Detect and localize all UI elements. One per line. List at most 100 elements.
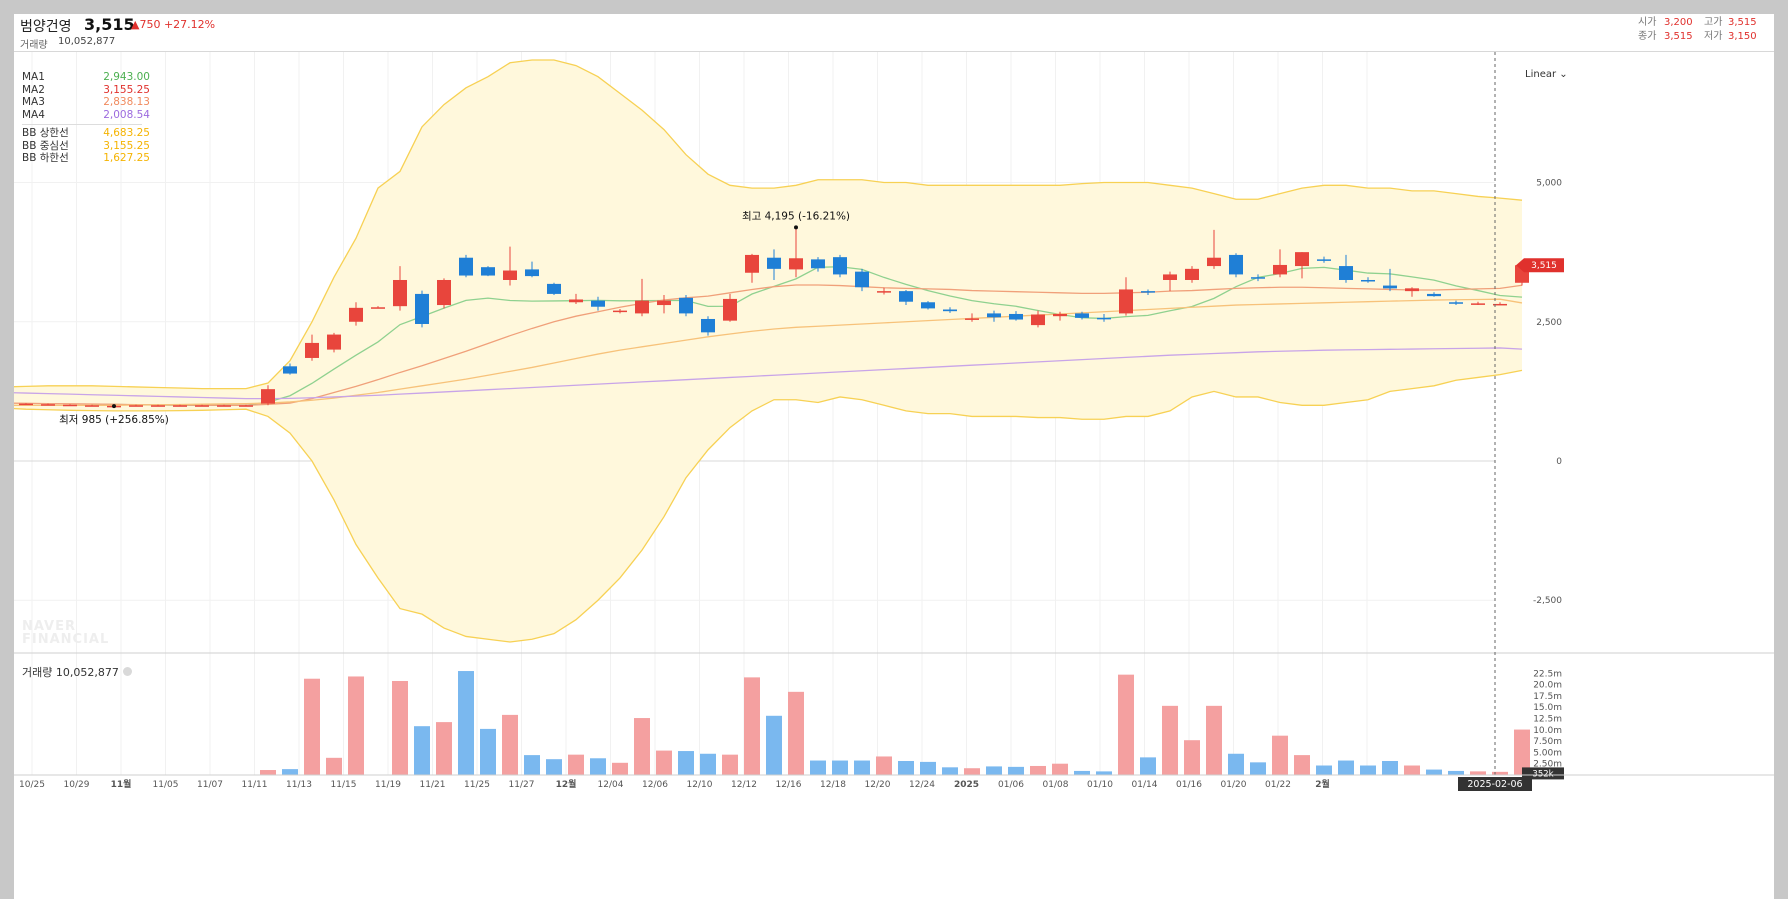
chart-frame: 범양건영 3,515 ▲750 +27.12% 거래량 10,052,877 시… (14, 14, 1774, 899)
legend-ma-row: MA1 2,943.00 (22, 71, 150, 84)
legend-value: 4,683.25 (103, 127, 150, 139)
volume-bar (458, 671, 474, 775)
volume-tick-label: 20.0m (1533, 681, 1562, 691)
candle-body (261, 389, 275, 404)
legend-label: MA3 (22, 96, 45, 108)
candle-body (217, 405, 231, 407)
last-price-badge (1516, 258, 1564, 273)
candle-body (1163, 274, 1177, 280)
volume-bar (876, 756, 892, 775)
volume-tick-label: 2.50m (1533, 760, 1562, 770)
legend-bb-row: BB 상한선 4,683.25 (22, 127, 150, 140)
candle-body (767, 257, 781, 269)
candle-body (547, 283, 561, 294)
x-tick-label: 01/10 (1087, 780, 1113, 790)
volume-bar (1316, 765, 1332, 775)
x-tick-label: 11/25 (464, 780, 490, 790)
candle-body (899, 291, 913, 302)
candle-body (613, 310, 627, 313)
ohlc-value: 3,200 (1664, 17, 1693, 28)
legend-ma-row: MA3 2,838.13 (22, 96, 150, 109)
candle-body (987, 313, 1001, 318)
visibility-icon[interactable] (122, 667, 132, 676)
candle-body (195, 405, 209, 407)
low-annotation: 최저 985 (+256.85%) (59, 414, 169, 426)
volume-bar (1294, 755, 1310, 775)
volume-bar (986, 766, 1002, 775)
candle-body (591, 300, 605, 307)
ohlc-value: 3,515 (1664, 31, 1693, 42)
bollinger-band-fill (14, 60, 1522, 642)
legend-label: MA4 (22, 108, 45, 121)
indicator-legend: MA1 2,943.00 MA2 3,155.25 MA3 2,838.13 MA4 2,00… (22, 71, 150, 165)
legend-value: 1,627.25 (103, 152, 150, 164)
x-tick-label: 11/19 (375, 780, 401, 790)
volume-bar (1052, 763, 1068, 775)
watermark-line: FINANCIAL (22, 632, 110, 647)
volume-bar (1382, 760, 1398, 775)
stock-header: 범양건영 3,515 ▲750 +27.12% 거래량 10,052,877 시… (14, 14, 1774, 52)
candle-body (415, 293, 429, 324)
price-tick-label: 5,000 (1536, 179, 1562, 189)
volume-bar (568, 754, 584, 775)
volume-bar (898, 760, 914, 775)
volume-bar (810, 760, 826, 775)
candle-body (1383, 285, 1397, 289)
legend-label: MA1 (22, 71, 45, 83)
candle-body (305, 342, 319, 358)
x-tick-label: 11/11 (242, 780, 268, 790)
candle-body (1317, 259, 1331, 261)
volume-bar (1272, 735, 1288, 775)
x-tick-label: 12/12 (731, 780, 757, 790)
candle-body (1295, 252, 1309, 267)
x-tick-label: 11/05 (153, 780, 179, 790)
candle-body (1405, 288, 1419, 292)
bollinger-lower-line (14, 369, 1523, 643)
ohlc-label: 고가 (1704, 17, 1723, 28)
volume-bar (1448, 770, 1464, 775)
chart-canvas[interactable]: 최고 4,195 (-16.21%) 최저 985 (+256.85%) 5,000… (14, 52, 1774, 899)
volume-bar (788, 691, 804, 775)
volume-bar (326, 757, 342, 775)
volume-bar (634, 718, 650, 775)
x-tick-label: 01/20 (1221, 780, 1247, 790)
candle-body (1075, 313, 1089, 318)
legend-label: BB 하한선 (22, 152, 69, 164)
volume-bar (392, 680, 408, 775)
candle-body (811, 259, 825, 269)
volume-bar (1338, 760, 1354, 775)
candle-body (1207, 257, 1221, 267)
x-tick-label: 01/14 (1132, 780, 1158, 790)
volume-bar (656, 750, 672, 775)
candle-body (635, 300, 649, 314)
current-volume-badge (1522, 767, 1564, 780)
x-tick-label: 11/27 (509, 780, 535, 790)
legend-label: BB 중심선 (22, 139, 69, 152)
volume-bar (546, 759, 562, 775)
candle-body (943, 309, 957, 312)
volume-bar (1250, 762, 1266, 775)
x-tick-label: 11월 (111, 778, 132, 790)
volume-bar (480, 728, 496, 775)
volume-tick-label: 10.0m (1533, 726, 1562, 736)
volume-bar (832, 760, 848, 775)
price-change: ▲750 +27.12% (131, 18, 216, 31)
volume-tick-label: 5.00m (1533, 748, 1562, 758)
volume-tick-label: 15.0m (1533, 703, 1562, 713)
candle-body (1273, 264, 1287, 275)
candle-body (19, 403, 33, 406)
candle-body (1449, 302, 1463, 304)
x-tick-label: 01/16 (1176, 780, 1202, 790)
x-tick-label: 12/24 (909, 780, 935, 790)
candle-body (503, 270, 517, 280)
candle-body (1141, 291, 1155, 293)
volume-bar (744, 677, 760, 775)
volume-bar (436, 722, 452, 775)
ohlc-value: 3,515 (1728, 17, 1757, 28)
candle-body (1229, 254, 1243, 275)
volume-bar (1470, 771, 1486, 775)
x-tick-label: 12/10 (687, 780, 713, 790)
x-tick-label: 11/07 (197, 780, 223, 790)
legend-label: BB 상한선 (22, 127, 69, 139)
scale-mode-toggle[interactable]: Linear ⌄ (1525, 69, 1568, 80)
